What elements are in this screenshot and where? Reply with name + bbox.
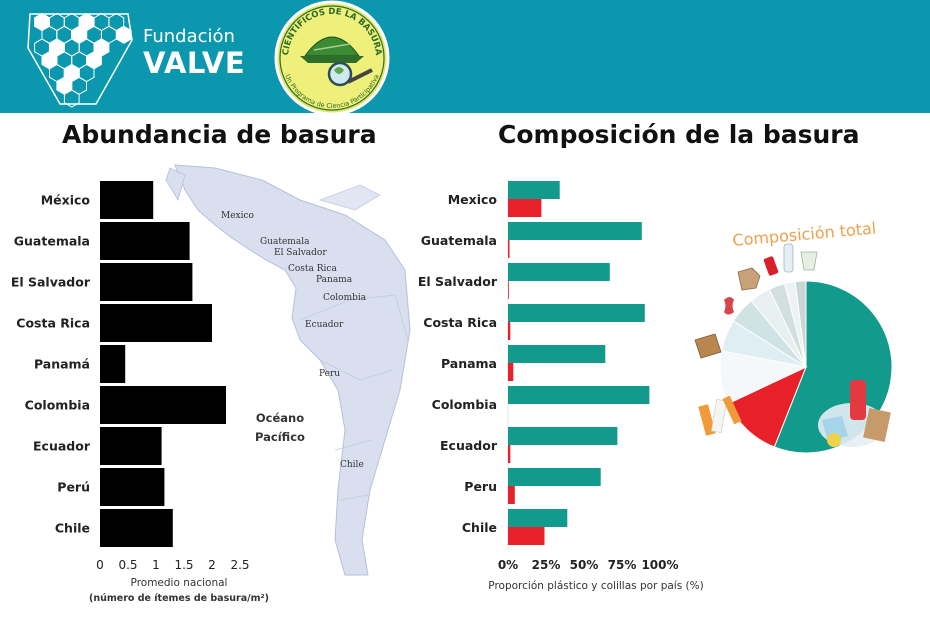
map-label: Ecuador [305, 320, 344, 330]
abundance-category-label: Chile [55, 521, 90, 536]
abundance-category-label: Costa Rica [16, 316, 90, 331]
composition-title: Composición de la basura [498, 120, 860, 149]
magnifier-icon [327, 61, 373, 87]
cigarette-bar [508, 527, 545, 545]
map-label: Panama [316, 275, 353, 285]
latin-america-map [165, 164, 411, 576]
abundance-category-label: Perú [57, 480, 90, 495]
abundance-bar [100, 222, 190, 260]
composition-bar-chart: Mexico Guatemala El Salvador Costa Rica Pana… [418, 178, 704, 592]
abundance-bar-chart: México Guatemala El Salvador Costa Rica Pana… [11, 181, 269, 604]
logo-hexagon [115, 25, 132, 44]
composition-tick-label: 75% [608, 558, 637, 572]
cigarette-bar [508, 240, 510, 258]
abundance-category-label: México [41, 193, 91, 208]
brand-line1: Fundación [143, 26, 235, 47]
abundance-category-label: Ecuador [33, 439, 91, 454]
abundance-tick-label: 1.5 [174, 558, 193, 572]
map-label: Peru [319, 369, 340, 379]
cigarette-bar [508, 281, 509, 299]
map-label: Mexico [221, 211, 254, 221]
logo-outline [27, 13, 133, 105]
abundance-bar [100, 263, 193, 301]
abundance-category-label: Guatemala [14, 234, 90, 249]
abundance-category-label: Colombia [25, 398, 90, 413]
composition-category-label: Ecuador [440, 438, 498, 453]
cigarette-bar [508, 445, 511, 463]
composition-tick-label: 0% [498, 558, 518, 572]
composition-category-label: Panama [441, 356, 497, 371]
valve-hexagon-logo [27, 12, 133, 108]
abundance-tick-label: 0 [96, 558, 104, 572]
plastic-bottle-icon [783, 243, 794, 273]
pie-title: Composición total [732, 218, 877, 249]
detective-hat-icon [300, 36, 364, 63]
cigarette-bar [508, 486, 515, 504]
cardboard-icon [694, 333, 722, 359]
composition-category-label: Guatemala [421, 233, 497, 248]
plastic-bar [508, 263, 610, 281]
cigarette-bar [508, 322, 511, 340]
abundance-bar [100, 181, 154, 219]
composition-tick-label: 100% [641, 558, 678, 572]
plastic-bar [508, 386, 650, 404]
cigarette-bar [508, 363, 514, 381]
pie-slice [794, 280, 807, 368]
fundacion-valve-brand: Fundación VALVE [143, 26, 246, 80]
composition-tick-label: 50% [570, 558, 599, 572]
plastic-bar [508, 304, 645, 322]
composition-category-label: Chile [462, 520, 497, 535]
composition-category-label: Costa Rica [423, 315, 497, 330]
abundance-bar [100, 427, 162, 465]
map-label: Chile [340, 460, 364, 470]
map-label: Guatemala [260, 237, 310, 247]
plastic-bar [508, 222, 642, 240]
plastic-pile-icon [818, 380, 891, 447]
map-label: El Salvador [274, 248, 327, 258]
soda-can-icon [763, 256, 779, 276]
abundance-bar [100, 468, 165, 506]
ocean-label-line1: Océano [256, 411, 304, 425]
apple-core-icon [724, 297, 734, 315]
abundance-bar [100, 386, 226, 424]
abundance-tick-label: 1 [152, 558, 160, 572]
cientificos-badge-logo: CIENTÍFICOS DE LA BASURA Un Programa de … [274, 0, 390, 116]
abundance-tick-label: 2.5 [230, 558, 249, 572]
abundance-category-label: Panamá [34, 357, 90, 372]
plastic-cup-icon [800, 251, 818, 271]
brand-line2: VALVE [143, 46, 246, 80]
abundance-x-label-units: (número de ítemes de basura/m²) [89, 593, 269, 604]
abundance-bar [100, 304, 212, 342]
composition-tick-label: 25% [532, 558, 561, 572]
map-label: Colombia [323, 293, 367, 303]
cigarette-butts-icon [698, 395, 742, 436]
header-banner: Fundación VALVE [0, 0, 930, 113]
composition-category-label: Peru [464, 479, 497, 494]
plastic-bar [508, 509, 568, 527]
cigarette-bar [508, 199, 542, 217]
abundance-bar [100, 345, 126, 383]
abundance-category-label: El Salvador [11, 275, 91, 290]
plastic-bar [508, 468, 601, 486]
abundance-x-label: Promedio nacional [131, 577, 228, 589]
plastic-bar [508, 181, 560, 199]
plastic-bar [508, 345, 606, 363]
composition-category-label: Mexico [448, 192, 498, 207]
map-label: Costa Rica [288, 264, 337, 274]
abundance-tick-label: 0.5 [118, 558, 137, 572]
abundance-tick-label: 2 [208, 558, 216, 572]
crumpled-paper-icon [737, 267, 761, 291]
ocean-label-line2: Pacífico [255, 430, 305, 444]
abundance-bar [100, 509, 173, 547]
abundance-title: Abundancia de basura [62, 120, 377, 149]
plastic-bar [508, 427, 618, 445]
logo-hexagon [63, 89, 80, 108]
composition-category-label: Colombia [432, 397, 497, 412]
composition-category-label: El Salvador [418, 274, 498, 289]
composition-x-label: Proporción plástico y colillas por país … [488, 580, 703, 592]
litter-illustrations [694, 243, 891, 447]
